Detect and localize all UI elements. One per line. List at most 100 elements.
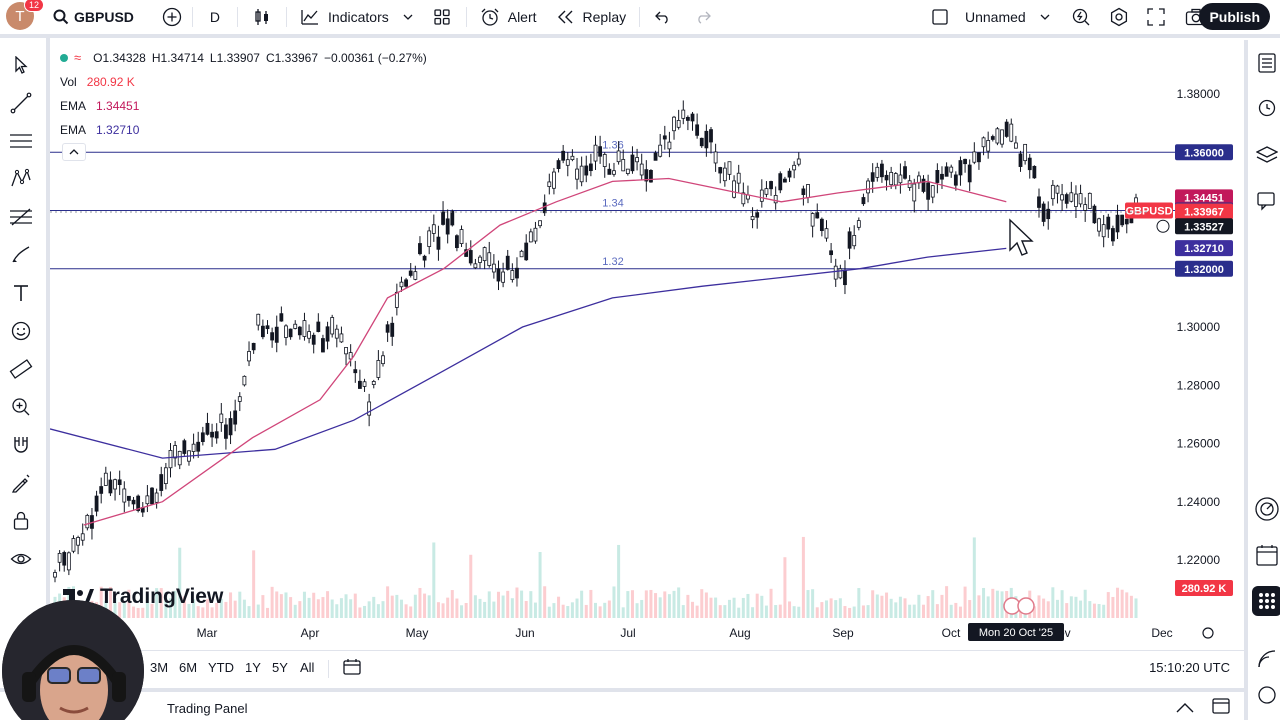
streams-button[interactable] <box>1252 644 1280 674</box>
layout-menu-button[interactable]: Unnamed <box>924 0 1057 34</box>
range-3m[interactable]: 3M <box>150 660 169 675</box>
text-icon <box>14 285 28 301</box>
trading-panel-label[interactable]: Trading Panel <box>167 701 248 716</box>
clock-utc[interactable]: 15:10:20 UTC <box>1149 660 1230 675</box>
redo-button[interactable] <box>683 0 723 34</box>
pulse-button[interactable] <box>1252 494 1280 524</box>
indicators-button[interactable]: Indicators <box>290 0 395 34</box>
time-axis-settings-icon <box>1202 627 1214 639</box>
publish-button[interactable]: Publish <box>1199 3 1270 30</box>
candle-down <box>385 324 390 333</box>
lightning-search-icon <box>1072 8 1090 26</box>
interval-button[interactable]: D <box>209 9 221 25</box>
volume-bar <box>829 598 833 618</box>
candle-up <box>1087 192 1092 209</box>
calendar-button[interactable] <box>1252 540 1280 570</box>
go-to-date-button[interactable] <box>342 658 362 679</box>
volume-bar <box>1074 596 1078 618</box>
products-button[interactable] <box>1252 586 1280 616</box>
candle-up <box>866 180 870 194</box>
volume-bar <box>252 550 256 618</box>
ema-fast-legend-row[interactable]: EMA 1.34451 <box>60 94 427 118</box>
emoji-tool[interactable] <box>0 312 42 350</box>
candle-up <box>1000 129 1004 145</box>
price-chart[interactable]: 1.36 1.34 1.32 1.38000 1.30000 1.28000 1.2600… <box>50 38 1244 650</box>
settings-button[interactable] <box>1102 0 1136 34</box>
chevron-up-icon <box>69 149 79 155</box>
price-axis[interactable]: 1.38000 1.30000 1.28000 1.26000 1.24000 1.220… <box>1177 87 1221 567</box>
magnet-tool[interactable] <box>0 426 42 464</box>
volume-bar <box>427 595 431 618</box>
symbol-search-button[interactable]: GBPUSD <box>46 0 141 34</box>
symbol-tag-badge-bg <box>1125 202 1173 219</box>
lock-tool[interactable] <box>0 502 42 540</box>
chats-button[interactable] <box>1252 186 1280 216</box>
text-tool[interactable] <box>0 274 42 312</box>
pattern-tool[interactable] <box>0 160 42 198</box>
eye-icon <box>10 553 32 565</box>
candle-up <box>330 317 335 335</box>
compare-symbol-button[interactable] <box>155 0 189 34</box>
volume-bar <box>358 607 362 618</box>
volume-bar <box>709 597 713 618</box>
range-ytd[interactable]: YTD <box>208 660 234 675</box>
candle-up <box>376 360 381 378</box>
candle-down <box>279 313 284 322</box>
volume-bar <box>326 591 330 618</box>
volume-bar <box>279 594 283 618</box>
volume-legend-row[interactable]: Vol 280.92 K <box>60 70 427 94</box>
templates-button[interactable] <box>421 0 463 34</box>
quick-search-button[interactable] <box>1064 0 1098 34</box>
candle-up <box>579 165 584 183</box>
volume-bar <box>506 590 510 618</box>
volume-bar <box>113 597 117 618</box>
volume-bar <box>469 554 473 618</box>
candle-up <box>796 158 801 165</box>
left-separator <box>46 38 50 688</box>
candle-down <box>1111 228 1115 242</box>
zoom-tool[interactable] <box>0 388 42 426</box>
user-avatar[interactable]: T 12 <box>6 0 45 32</box>
drawing-mode-tool[interactable] <box>0 464 42 502</box>
alerts-panel-button[interactable] <box>1252 92 1280 122</box>
ohlc-low: L1.33907 <box>209 51 260 65</box>
ema-slow-legend-row[interactable]: EMA 1.32710 <box>60 118 427 142</box>
chart-type-button[interactable] <box>241 0 283 34</box>
measure-tool[interactable] <box>0 350 42 388</box>
watchlist-button[interactable] <box>1252 48 1280 78</box>
range-6m[interactable]: 6M <box>179 660 198 675</box>
range-1y[interactable]: 1Y <box>245 660 261 675</box>
visibility-tool[interactable] <box>0 540 42 578</box>
fullscreen-button[interactable] <box>1140 0 1172 34</box>
candle-down <box>214 431 219 439</box>
trend-line-tool[interactable] <box>0 84 42 122</box>
collapse-legend-button[interactable] <box>62 143 86 161</box>
candle-up <box>113 479 117 490</box>
undo-button[interactable] <box>643 0 683 34</box>
indicators-dropdown[interactable] <box>395 0 421 34</box>
alert-label: Alert <box>507 9 537 25</box>
volume-bar <box>667 594 671 618</box>
time-axis[interactable]: MarAprMayJunJulAugSepOctNovDec <box>197 626 1214 640</box>
candle-down <box>1115 214 1120 233</box>
alert-button[interactable]: Alert <box>470 0 547 34</box>
volume-bar <box>386 586 390 618</box>
range-5y[interactable]: 5Y <box>272 660 288 675</box>
collapse-panel-button[interactable] <box>1176 700 1194 718</box>
forecasting-tool[interactable] <box>0 198 42 236</box>
candle-down <box>815 212 820 219</box>
volume-bar <box>1120 589 1124 618</box>
cursor-tool[interactable] <box>0 46 42 84</box>
maximize-panel-button[interactable] <box>1212 698 1230 719</box>
candle-down <box>94 495 99 512</box>
help-button[interactable] <box>1252 680 1280 710</box>
candle-up <box>930 185 935 198</box>
horizontal-lines-tool[interactable] <box>0 122 42 160</box>
volume-bar <box>654 593 658 618</box>
object-tree-button[interactable] <box>1252 140 1280 170</box>
volume-bar <box>885 592 889 618</box>
brush-tool[interactable] <box>0 236 42 274</box>
replay-button[interactable]: Replay <box>547 0 637 34</box>
volume-bar <box>381 601 385 618</box>
range-all[interactable]: All <box>300 660 315 675</box>
